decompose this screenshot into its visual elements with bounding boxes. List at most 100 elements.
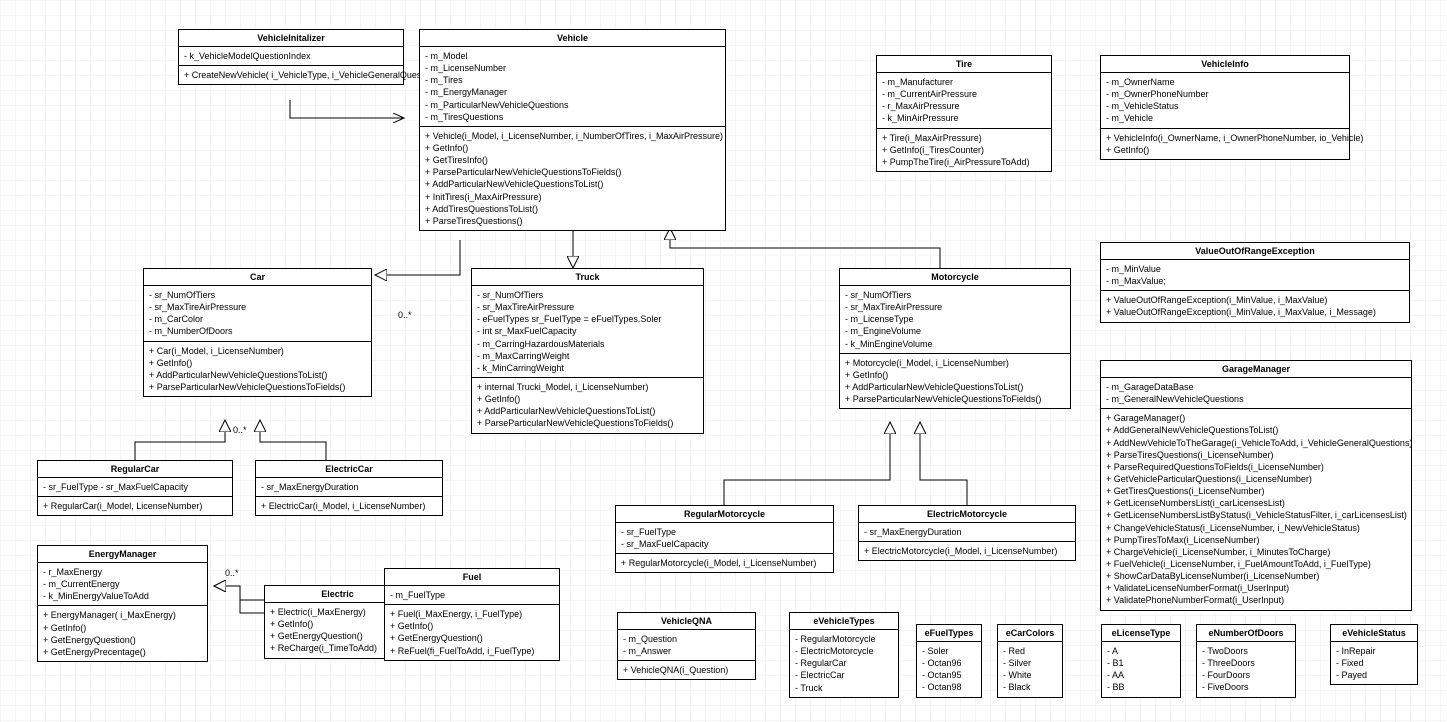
attr-line: - Truck	[795, 682, 893, 694]
attr-line: - m_Model	[425, 50, 720, 62]
attr-line: - sr_NumOfTiers	[845, 289, 1065, 301]
class-EnergyManager: EnergyManager- r_MaxEnergy- m_CurrentEne…	[37, 545, 208, 662]
op-line: + AddParticularNewVehicleQuestionsToList…	[845, 381, 1065, 393]
class-VehicleInitalizer: VehicleInitalizer- k_VehicleModelQuestio…	[178, 29, 404, 85]
attr-line: - m_GeneralNewVehicleQuestions	[1106, 393, 1406, 405]
class-Motorcycle: Motorcycle- sr_NumOfTiers- sr_MaxTireAir…	[839, 268, 1071, 409]
attr-line: - Red	[1003, 645, 1057, 657]
class-attrs: - m_GarageDataBase- m_GeneralNewVehicleQ…	[1101, 378, 1411, 409]
op-line: + GetTiresInfo()	[425, 154, 720, 166]
attr-line: - m_Manufacturer	[882, 76, 1046, 88]
class-title: Motorcycle	[840, 269, 1070, 286]
class-attrs: - sr_NumOfTiers- sr_MaxTireAirPressure- …	[144, 286, 371, 342]
op-line: + GetInfo()	[477, 393, 698, 405]
attr-line: - k_MinEngineVolume	[845, 338, 1065, 350]
op-line: + RegularCar(i_Model, LicenseNumber)	[43, 500, 227, 512]
op-line: + GetEnergyQuestion()	[43, 634, 202, 646]
attr-line: - r_MaxEnergy	[43, 566, 202, 578]
class-Car: Car- sr_NumOfTiers- sr_MaxTireAirPressur…	[143, 268, 372, 397]
edge	[214, 586, 264, 613]
class-ops: + Vehicle(i_Model, i_LicenseNumber, i_Nu…	[420, 127, 725, 230]
op-line: + CreateNewVehicle( i_VehicleType, i_Veh…	[184, 69, 398, 81]
class-attrs: - sr_NumOfTiers- sr_MaxTireAirPressure- …	[840, 286, 1070, 354]
class-eCarColors: eCarColors- Red- Silver- White- Black	[997, 624, 1063, 698]
multiplicity-label: 0..*	[233, 425, 247, 435]
class-attrs: - sr_MaxEnergyDuration	[859, 523, 1075, 542]
op-line: + ShowCarDataByLicenseNumber(i_LicenseNu…	[1106, 570, 1406, 582]
multiplicity-label: 0..*	[225, 568, 239, 578]
class-title: VehicleInitalizer	[179, 30, 403, 47]
op-line: + Vehicle(i_Model, i_LicenseNumber, i_Nu…	[425, 130, 720, 142]
op-line: + ElectricMotorcycle(i_Model, i_LicenseN…	[864, 545, 1070, 557]
op-line: + Tire(i_MaxAirPressure)	[882, 132, 1046, 144]
attr-line: - eFuelTypes sr_FuelType = eFuelTypes.So…	[477, 313, 698, 325]
attr-line: - Fixed	[1336, 657, 1412, 669]
attr-line: - m_TiresQuestions	[425, 111, 720, 123]
class-attrs: - Soler- Octan96- Octan95- Octan98	[917, 642, 981, 697]
attr-line: - r_MaxAirPressure	[882, 100, 1046, 112]
class-attrs: - m_FuelType	[385, 586, 559, 605]
class-ElectricCar: ElectricCar- sr_MaxEnergyDuration+ Elect…	[255, 460, 443, 516]
attr-line: - sr_MaxTireAirPressure	[477, 301, 698, 313]
op-line: + Motorcycle(i_Model, i_LicenseNumber)	[845, 357, 1065, 369]
class-Tire: Tire- m_Manufacturer- m_CurrentAirPressu…	[876, 55, 1052, 172]
attr-line: - FourDoors	[1202, 669, 1290, 681]
attr-line: - int sr_MaxFuelCapacity	[477, 325, 698, 337]
attr-line: - m_CurrentAirPressure	[882, 88, 1046, 100]
op-line: + ChangeVehicleStatus(i_LicenseNumber, i…	[1106, 522, 1406, 534]
op-line: + ReFuel(fi_FuelToAdd, i_FuelType)	[390, 645, 554, 657]
edge	[135, 420, 225, 460]
op-line: + AddGeneralNewVehicleQuestionsToList()	[1106, 424, 1406, 436]
class-ops: + RegularCar(i_Model, LicenseNumber)	[38, 497, 232, 515]
attr-line: - RegularCar	[795, 657, 893, 669]
op-line: + FuelVehicle(i_LicenseNumber, i_FuelAmo…	[1106, 558, 1406, 570]
op-line: + AddParticularNewVehicleQuestionsToList…	[477, 405, 698, 417]
class-ops: + VehicleQNA(i_Question)	[618, 661, 755, 679]
attr-line: - Octan98	[922, 681, 976, 693]
attr-line: - sr_MaxFuelCapacity	[621, 538, 828, 550]
op-line: + GetInfo()	[845, 369, 1065, 381]
op-line: + ValueOutOfRangeException(i_MinValue, i…	[1106, 294, 1404, 306]
class-ops: + Fuel(i_MaxEnergy, i_FuelType)+ GetInfo…	[385, 605, 559, 660]
op-line: + AddParticularNewVehicleQuestionsToList…	[149, 369, 366, 381]
class-title: Tire	[877, 56, 1051, 73]
op-line: + ValidateLicenseNumberFormat(i_UserInpu…	[1106, 582, 1406, 594]
op-line: + ParseTiresQuestions(i_LicenseNumber)	[1106, 449, 1406, 461]
op-line: + GetInfo()	[43, 622, 202, 634]
attr-line: - m_LicenseType	[845, 313, 1065, 325]
class-attrs: - m_Question- m_Answer	[618, 630, 755, 661]
edge	[670, 228, 940, 268]
class-title: eVehicleTypes	[790, 613, 898, 630]
class-title: VehicleQNA	[618, 613, 755, 630]
attr-line: - InRepair	[1336, 645, 1412, 657]
attr-line: - sr_NumOfTiers	[477, 289, 698, 301]
attr-line: - m_CarringHazardousMaterials	[477, 338, 698, 350]
class-title: eCarColors	[998, 625, 1062, 642]
op-line: + PumpTheTire(i_AirPressureToAdd)	[882, 156, 1046, 168]
attr-line: - sr_MaxEnergyDuration	[261, 481, 437, 493]
op-line: + VehicleQNA(i_Question)	[623, 664, 750, 676]
op-line: + ElectricCar(i_Model, i_LicenseNumber)	[261, 500, 437, 512]
attr-line: - m_MaxValue;	[1106, 275, 1404, 287]
op-line: + EnergyManager( i_MaxEnergy)	[43, 609, 202, 621]
attr-line: - m_CurrentEnergy	[43, 578, 202, 590]
op-line: + GetVehicleParticularQuestions(i_Licens…	[1106, 473, 1406, 485]
class-title: VehicleInfo	[1101, 56, 1349, 73]
class-eVehicleTypes: eVehicleTypes- RegularMotorcycle- Electr…	[789, 612, 899, 698]
attr-line: - m_VehicleStatus	[1106, 100, 1344, 112]
class-attrs: - r_MaxEnergy- m_CurrentEnergy- k_MinEne…	[38, 563, 207, 606]
class-eVehicleStatus: eVehicleStatus- InRepair- Fixed- Payed	[1330, 624, 1418, 685]
class-attrs: - m_Manufacturer- m_CurrentAirPressure- …	[877, 73, 1051, 129]
op-line: + ChargeVehicle(i_LicenseNumber, i_Minut…	[1106, 546, 1406, 558]
class-attrs: - sr_FuelType - sr_MaxFuelCapacity	[38, 478, 232, 497]
class-ops: + internal Trucki_Model, i_LicenseNumber…	[472, 378, 703, 433]
attr-line: - m_Tires	[425, 74, 720, 86]
op-line: + internal Trucki_Model, i_LicenseNumber…	[477, 381, 698, 393]
class-title: EnergyManager	[38, 546, 207, 563]
op-line: + ParseRequiredQuestionsToFields(i_Licen…	[1106, 461, 1406, 473]
class-attrs: - InRepair- Fixed- Payed	[1331, 642, 1417, 684]
class-ops: + ElectricCar(i_Model, i_LicenseNumber)	[256, 497, 442, 515]
op-line: + AddTiresQuestionsToList()	[425, 203, 720, 215]
class-ops: + GarageManager()+ AddGeneralNewVehicleQ…	[1101, 409, 1411, 609]
class-title: eVehicleStatus	[1331, 625, 1417, 642]
